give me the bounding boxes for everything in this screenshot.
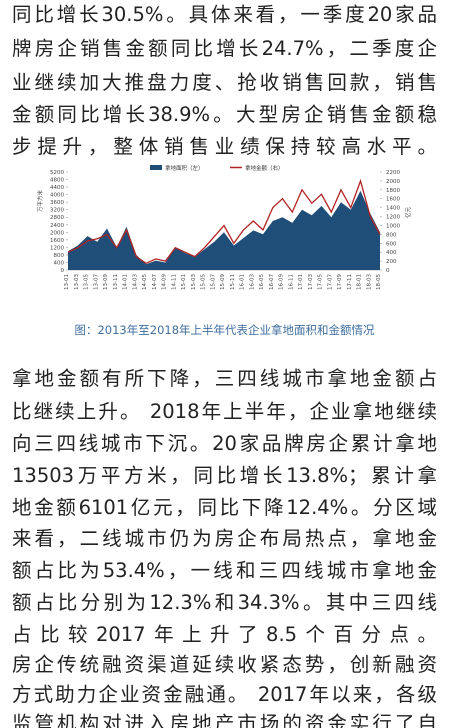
text-line: 房企传统融资渠道延续收紧态势，创新融资: [12, 653, 437, 676]
y2-tick-label: 1600: [386, 197, 400, 203]
y-tick-label: 1200: [50, 245, 64, 251]
y2-tick-label: 800: [386, 232, 397, 238]
y2-tick-label: 1400: [386, 206, 400, 212]
text-line: 牌房企销售金额同比增长24.7%，二季度企: [12, 37, 437, 60]
x-tick-label: 17-09: [337, 274, 343, 290]
y2-tick-label: 200: [386, 259, 397, 265]
line: [67, 178, 381, 265]
x-tick-label: 16-05: [259, 274, 265, 290]
x-tick-label: 15-11: [230, 274, 236, 290]
y-axis-label: 万平方米: [36, 189, 44, 212]
text-line: 监管机构对进入房地产市场的资金实行了自: [12, 712, 437, 728]
x-tick-label: 18-03: [366, 274, 372, 290]
y2-tick-label: 600: [386, 241, 397, 247]
y-tick-label: 0: [61, 268, 65, 274]
text-line: 额占比分别为12.3%和34.3%。其中三四线: [12, 591, 437, 614]
y-tick-label: 2800: [50, 215, 64, 221]
x-tick-label: 13-05: [84, 274, 90, 290]
x-tick-label: 16-07: [269, 274, 275, 290]
text-line: 额占比为53.4%，一线和三四线城市拿地金: [12, 559, 437, 582]
x-tick-label: 16-11: [288, 274, 294, 290]
x-tick-label: 15-07: [210, 274, 216, 290]
text-line: 拿地金额有所下降，三四线城市拿地金额占: [12, 367, 437, 390]
text-line: 步提升，整体销售业绩保持较高水平。: [12, 135, 437, 158]
y-tick-label: 5200: [50, 170, 64, 176]
x-tick-label: 15-09: [220, 274, 226, 290]
y2-tick-label: 1000: [386, 223, 400, 229]
x-tick-label: 17-05: [318, 274, 324, 290]
text-line: 方式助力企业资金融通。 2017年以来，各级: [12, 683, 437, 706]
legend-swatch: [150, 165, 162, 170]
x-tick-label: 17-03: [308, 274, 314, 290]
x-tick-label: 15-01: [181, 274, 187, 290]
x-tick-label: 15-03: [191, 274, 197, 290]
caption: 图：2013年至2018年上半年代表企业拿地面积和金额情况: [74, 323, 375, 337]
text-line: 来看，二线城市仍为房企布局热点，拿地金: [12, 527, 437, 550]
text-line: 向三四线城市下沉。20家品牌房企累计拿地: [12, 432, 437, 455]
x-tick-label: 14-07: [152, 274, 158, 290]
y-tick-label: 2400: [50, 223, 64, 229]
x-tick-label: 17-07: [327, 274, 333, 290]
x-tick-label: 14-05: [142, 274, 148, 290]
text-line: 金额同比增长38.9%。大型房企销售金额稳: [12, 103, 437, 126]
y2-tick-label: 1200: [386, 215, 400, 221]
x-tick-label: 16-01: [240, 274, 246, 290]
x-tick-label: 13-11: [113, 274, 119, 290]
y2-tick-label: 0: [386, 268, 390, 274]
y-tick-label: 3200: [50, 208, 64, 214]
x-tick-label: 13-01: [64, 274, 70, 290]
area: [68, 190, 380, 270]
x-tick-label: 13-07: [93, 274, 99, 290]
y-tick-label: 4800: [50, 178, 64, 184]
y-tick-label: 1600: [50, 238, 64, 244]
x-tick-label: 13-09: [103, 274, 109, 290]
y2-tick-label: 2200: [386, 170, 400, 176]
text-line: 业继续加大推盘力度、抢收销售回款，销售: [12, 71, 437, 94]
x-tick-label: 17-11: [347, 274, 353, 290]
x-tick-label: 15-05: [201, 274, 207, 290]
chart: 0400800120016002000240028003200360040004…: [36, 164, 412, 290]
x-tick-label: 14-03: [132, 274, 138, 290]
x-tick-label: 16-03: [249, 274, 255, 290]
y-tick-label: 4000: [50, 193, 64, 199]
y2-tick-label: 2000: [386, 179, 400, 185]
legend-label: 拿地面积（左）: [165, 164, 204, 172]
y-tick-label: 4400: [50, 185, 64, 191]
y-tick-label: 2000: [50, 230, 64, 236]
x-tick-label: 16-09: [279, 274, 285, 290]
y-tick-label: 3600: [50, 200, 64, 206]
y2-tick-label: 400: [386, 250, 397, 256]
x-tick-label: 14-11: [171, 274, 177, 290]
x-tick-label: 14-01: [123, 274, 129, 290]
x-tick-label: 14-09: [162, 274, 168, 290]
y-tick-label: 800: [54, 253, 65, 259]
text-line: 地金额6101亿元，同比下降12.4%。分区域: [12, 496, 437, 519]
y-tick-label: 400: [54, 260, 65, 266]
text-line: 同比增长30.5%。具体来看，一季度20家品: [12, 3, 437, 26]
text-line: 占比较2017年上升了8.5个百分点。: [12, 623, 437, 646]
legend-label: 拿地金额（右）: [245, 164, 284, 172]
text-line: 比继续上升。 2018年上半年，企业拿地继续: [12, 400, 437, 423]
y2-axis-label: 亿元: [404, 206, 412, 218]
x-tick-label: 17-01: [298, 274, 304, 290]
x-tick-label: 13-03: [74, 274, 80, 290]
text-line: 13503万平方米，同比增长13.8%；累计拿: [12, 464, 437, 487]
y2-tick-label: 1800: [386, 188, 400, 194]
x-tick-label: 18-01: [357, 274, 363, 290]
x-tick-label: 18-05: [376, 274, 382, 290]
